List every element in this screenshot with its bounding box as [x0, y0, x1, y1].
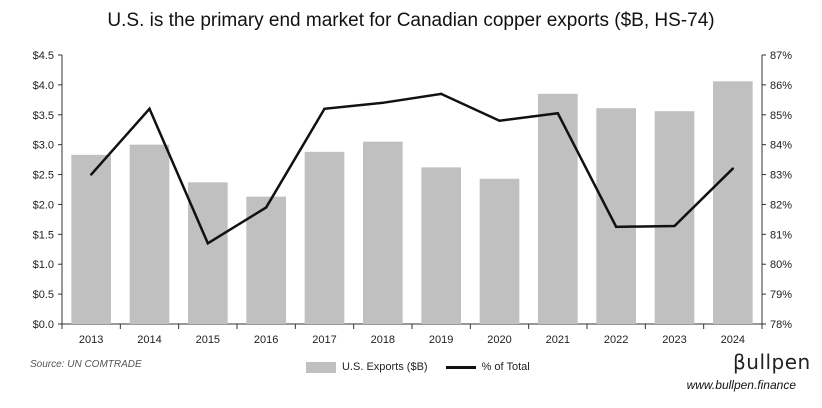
left-tick-label: $3.0 — [33, 140, 54, 152]
x-tick-label: 2017 — [312, 334, 336, 346]
right-tick-label: 82% — [770, 199, 792, 211]
bar — [246, 196, 286, 324]
x-tick-label: 2016 — [254, 334, 278, 346]
x-tick-label: 2024 — [721, 334, 745, 346]
bar — [713, 81, 753, 325]
line-point — [206, 242, 210, 245]
right-tick-label: 85% — [770, 110, 792, 122]
line-point — [439, 92, 443, 96]
brand-logo: βullpen — [733, 350, 811, 374]
bar — [654, 111, 695, 325]
line-point — [148, 107, 151, 111]
left-tick-label: $1.0 — [33, 259, 54, 271]
x-tick-label: 2020 — [487, 334, 511, 346]
bar — [421, 167, 461, 324]
right-tick-label: 86% — [770, 80, 792, 92]
legend-line-swatch — [445, 365, 476, 369]
line-point — [323, 107, 326, 111]
x-tick-label: 2023 — [662, 334, 686, 346]
chart-title: U.S. is the primary end market for Canad… — [107, 10, 715, 31]
pct-total-line — [90, 92, 734, 246]
left-tick-label: $3.5 — [33, 110, 54, 122]
line-point — [556, 112, 560, 115]
bar — [304, 151, 345, 324]
x-tick-label: 2018 — [371, 334, 395, 346]
right-tick-label: 87% — [770, 50, 792, 62]
left-tick-label: $0.0 — [33, 319, 54, 331]
x-tick-label: 2014 — [137, 334, 161, 346]
legend-label-line: % of Total — [481, 361, 530, 373]
x-tick-label: 2022 — [604, 334, 628, 346]
right-tick-label: 80% — [770, 259, 792, 271]
left-tick-label: $2.5 — [33, 170, 54, 182]
bar — [479, 178, 520, 324]
legend-item-line: % of Total — [445, 361, 530, 373]
left-tick-label: $1.5 — [33, 229, 54, 241]
bar — [129, 144, 170, 324]
bar — [188, 182, 228, 324]
right-tick-label: 84% — [770, 140, 792, 152]
right-tick-label: 79% — [770, 289, 792, 301]
x-tick-label: 2019 — [429, 334, 453, 346]
line-point — [264, 206, 268, 209]
line-point — [731, 167, 735, 170]
bar — [538, 93, 578, 324]
left-tick-label: $4.0 — [33, 80, 54, 92]
line-point — [381, 101, 385, 105]
left-tick-label: $2.0 — [33, 199, 54, 211]
left-tick-label: $4.5 — [33, 50, 54, 62]
right-tick-label: 83% — [770, 170, 792, 182]
line-point — [673, 224, 676, 228]
website-link[interactable]: www.bullpen.finance — [686, 378, 796, 392]
line-point — [498, 119, 501, 122]
right-tick-label: 78% — [770, 319, 792, 331]
line-point — [614, 225, 618, 229]
legend-item-bars: U.S. Exports ($B) — [306, 361, 428, 373]
x-tick-label: 2021 — [546, 334, 570, 346]
bar — [71, 154, 111, 324]
legend-label-bars: U.S. Exports ($B) — [342, 361, 428, 373]
legend-bar-swatch — [306, 361, 336, 373]
x-tick-label: 2013 — [79, 334, 103, 346]
bar — [363, 141, 403, 324]
source-note: Source: UN COMTRADE — [30, 359, 142, 370]
chart-legend: U.S. Exports ($B) % of Total — [306, 361, 548, 373]
line-point — [89, 173, 93, 176]
left-tick-label: $0.5 — [33, 289, 54, 301]
bar — [596, 108, 636, 324]
x-tick-label: 2015 — [196, 334, 220, 346]
right-tick-label: 81% — [770, 229, 792, 241]
